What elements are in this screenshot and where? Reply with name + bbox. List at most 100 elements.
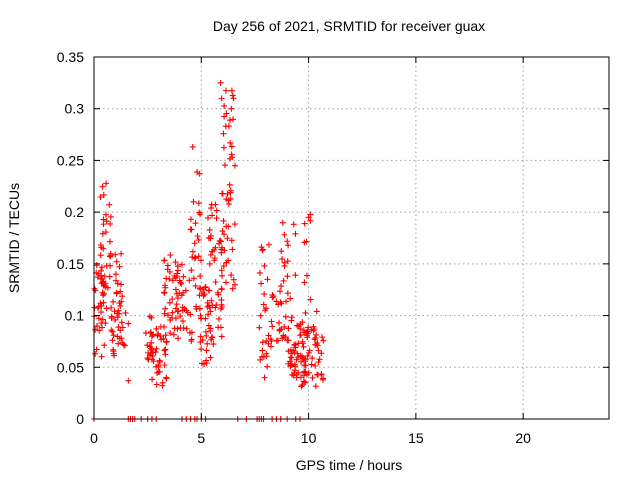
data-point [281,259,288,266]
data-point [189,248,196,255]
data-point [154,332,161,339]
data-point [285,348,292,355]
data-point [312,362,319,369]
data-point [197,211,204,218]
data-point [215,315,222,322]
data-point [282,334,289,341]
data-point [107,220,114,227]
data-point [257,356,264,363]
data-point [284,238,291,245]
data-point [187,216,194,223]
data-point [115,307,122,314]
data-point [191,240,198,247]
data-point [269,323,276,330]
data-point [125,320,132,327]
data-point [162,332,169,339]
data-point [148,314,155,321]
data-point [106,201,113,208]
data-point [100,216,107,223]
data-point [300,378,307,385]
data-point [114,333,121,340]
data-point [172,315,179,322]
data-point [198,346,205,353]
data-point [212,244,219,251]
data-point [98,324,105,331]
data-point [118,250,125,257]
data-point [259,339,266,346]
data-point [205,322,212,329]
data-point [300,343,307,350]
data-point [212,201,219,208]
data-point [172,286,179,293]
data-point [95,315,102,322]
data-point [112,251,119,258]
data-point [227,187,234,194]
data-points [91,79,327,422]
data-point [110,346,117,353]
data-point [293,374,300,381]
data-point [204,299,211,306]
data-point [202,328,209,335]
y-tick-label: 0.35 [57,49,84,65]
data-point [287,354,294,361]
data-point [219,272,226,279]
data-point [117,302,124,309]
data-point [231,162,238,169]
data-point [226,181,233,188]
data-point [101,290,108,297]
data-point [164,262,171,269]
data-point [100,192,107,199]
data-point [197,273,204,280]
data-point [208,336,215,343]
data-point [110,332,117,339]
data-point [221,113,228,120]
data-point [100,292,107,299]
data-point [319,334,326,341]
data-point [202,315,209,322]
data-point [290,347,297,354]
data-point [196,305,203,312]
data-point [118,298,125,305]
data-point [307,296,314,303]
data-point [114,280,121,287]
data-point [217,79,224,86]
data-point [260,301,267,308]
data-point [125,377,132,384]
data-point [149,349,156,356]
data-point [227,139,234,146]
data-point [257,312,264,319]
data-point [109,328,116,335]
data-point [292,272,299,279]
data-point [172,274,179,281]
data-point [177,313,184,320]
data-point [92,350,99,357]
data-point [229,154,236,161]
data-point [313,308,320,315]
data-point [169,309,176,316]
data-point [311,336,318,343]
data-point [283,298,290,305]
data-point [297,332,304,339]
data-point [162,284,169,291]
data-point [231,281,238,288]
data-point [178,261,185,268]
data-point [213,207,220,214]
data-point [218,95,225,102]
data-point [102,320,109,327]
data-point [194,169,201,176]
data-point [156,357,163,364]
data-point [297,325,304,332]
data-point [221,102,228,109]
data-point [227,195,234,202]
data-point [161,362,168,369]
data-point [209,334,216,341]
data-point [228,105,235,112]
data-point [142,330,149,337]
data-point [111,352,118,359]
data-point [106,273,113,280]
data-point [157,323,164,330]
data-point [161,289,168,296]
data-point [221,231,228,238]
data-point [231,221,238,228]
data-point [316,356,323,363]
